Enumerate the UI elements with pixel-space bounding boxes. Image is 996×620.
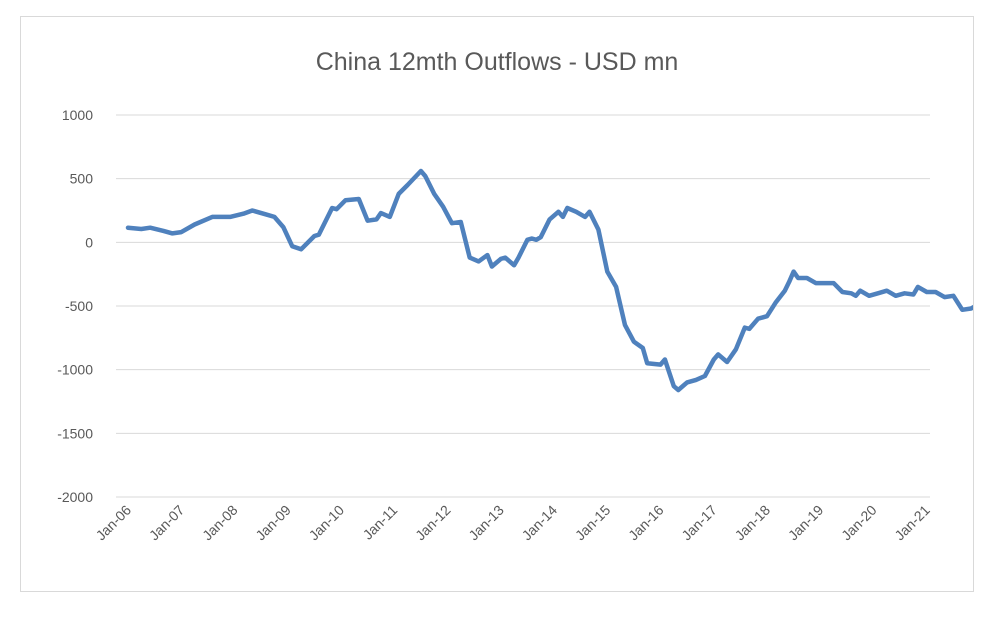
y-axis: 1000 500 0 -500 -1000 -1500 -2000 [57,107,93,505]
grid [116,114,930,498]
chart-title: China 12mth Outflows - USD mn [316,48,679,76]
line-chart: China 12mth Outflows - USD mn 1000 500 0 -5… [57,48,973,544]
y-tick-label: -500 [65,298,93,314]
x-tick-label: Jan-14 [519,502,561,544]
x-tick-label: Jan-21 [891,502,933,544]
x-tick-label: Jan-13 [465,502,507,544]
chart-frame: China 12mth Outflows - USD mn 1000 500 0 -5… [20,16,974,592]
x-tick-label: Jan-07 [146,502,188,544]
x-tick-label: Jan-17 [678,502,720,544]
x-tick-label: Jan-19 [785,502,827,544]
x-tick-label: Jan-15 [572,502,614,544]
x-tick-label: Jan-12 [412,502,454,544]
x-tick-label: Jan-08 [199,502,241,544]
y-tick-label: 0 [85,234,93,250]
series [125,168,973,393]
x-tick-label: Jan-11 [360,502,401,543]
series-line [125,168,973,393]
y-tick-label: 1000 [62,107,93,123]
x-tick-label: Jan-10 [306,502,348,544]
x-axis: Jan-06 Jan-07 Jan-08 Jan-09 Jan-10 Jan-11 Jan-… [93,502,933,544]
y-tick-label: -1000 [57,362,93,378]
y-tick-label: 500 [70,171,94,187]
x-tick-label: Jan-06 [93,502,135,544]
x-tick-label: Jan-18 [732,502,774,544]
y-tick-label: -1500 [57,425,93,441]
y-tick-label: -2000 [57,489,93,505]
x-tick-label: Jan-20 [838,502,880,544]
x-tick-label: Jan-16 [625,502,667,544]
x-tick-label: Jan-09 [252,502,294,544]
